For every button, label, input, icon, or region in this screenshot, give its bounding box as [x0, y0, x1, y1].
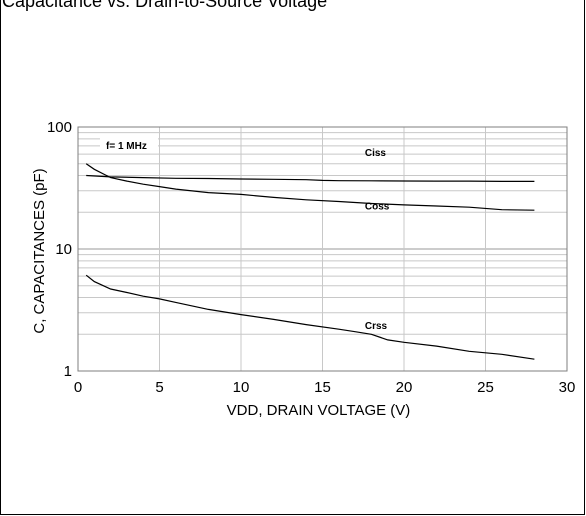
- x-tick-labels: 0 5 10 15 20 25 30: [74, 379, 576, 396]
- x-tick-label: 10: [233, 379, 250, 396]
- frequency-annotation-text: f= 1 MHz: [106, 141, 147, 152]
- grid: [78, 127, 567, 371]
- series-group: [86, 164, 534, 360]
- y-tick-labels: 1 10 100: [47, 119, 72, 380]
- x-tick-label: 5: [155, 379, 163, 396]
- x-tick-label: 15: [314, 379, 331, 396]
- series-label-ciss: Ciss: [365, 148, 387, 159]
- y-tick-label: 10: [55, 241, 72, 258]
- series-line-ciss: [86, 176, 534, 182]
- series-line-coss: [86, 164, 534, 211]
- frequency-annotation: f= 1 MHz: [100, 137, 158, 153]
- y-tick-label: 100: [47, 119, 72, 136]
- series-label-coss: Coss: [365, 202, 390, 213]
- x-tick-label: 25: [477, 379, 494, 396]
- x-tick-label: 30: [559, 379, 576, 396]
- x-axis-label: VDD, DRAIN VOLTAGE (V): [227, 402, 411, 419]
- y-axis-label: C, CAPACITANCES (pF): [31, 168, 48, 333]
- y-tick-label: 1: [64, 363, 72, 380]
- series-line-crss: [86, 275, 534, 359]
- x-tick-label: 0: [74, 379, 82, 396]
- x-tick-label: 20: [396, 379, 413, 396]
- series-label-crss: Crss: [365, 321, 388, 332]
